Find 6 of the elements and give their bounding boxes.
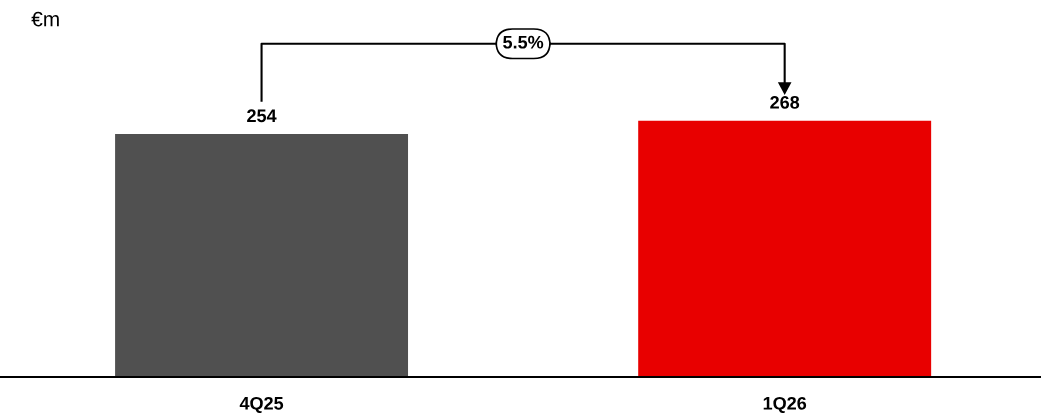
x-tick-label: 4Q25 <box>239 396 284 414</box>
data-label: 268 <box>770 95 800 109</box>
x-tick-label: 1Q26 <box>763 396 807 414</box>
y-axis-title: €m <box>31 11 59 27</box>
data-label: 254 <box>247 109 277 123</box>
text: 5.5% <box>503 35 544 49</box>
